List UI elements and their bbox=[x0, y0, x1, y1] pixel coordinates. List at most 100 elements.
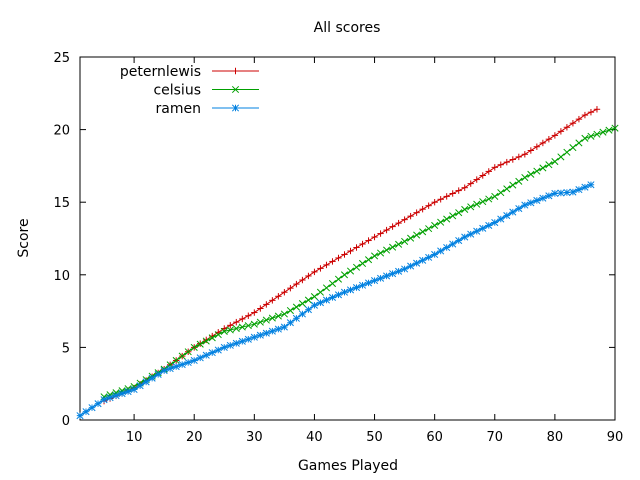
data-point bbox=[184, 348, 192, 356]
data-point bbox=[581, 183, 589, 191]
data-point bbox=[377, 230, 384, 237]
data-point bbox=[208, 334, 216, 342]
x-tick-label: 60 bbox=[426, 430, 443, 445]
data-point bbox=[569, 144, 577, 152]
data-point bbox=[431, 221, 439, 229]
data-point bbox=[353, 244, 360, 251]
data-point bbox=[352, 263, 361, 271]
data-point bbox=[455, 209, 463, 217]
x-tick-label: 80 bbox=[547, 430, 564, 445]
data-point bbox=[202, 351, 210, 359]
data-point bbox=[437, 218, 445, 226]
data-point bbox=[593, 130, 601, 138]
data-point bbox=[274, 312, 282, 320]
data-point bbox=[364, 256, 373, 264]
data-point bbox=[370, 277, 379, 285]
y-tick-label: 0 bbox=[62, 414, 70, 429]
data-point bbox=[220, 343, 228, 351]
data-point bbox=[539, 194, 547, 202]
data-point bbox=[94, 400, 102, 408]
y-tick-label: 5 bbox=[62, 341, 70, 356]
data-point bbox=[509, 181, 517, 189]
data-point bbox=[256, 331, 264, 339]
data-point bbox=[581, 134, 589, 142]
data-point bbox=[539, 139, 547, 147]
data-point bbox=[515, 177, 523, 185]
data-point bbox=[335, 254, 342, 262]
data-point bbox=[533, 196, 541, 205]
data-point bbox=[557, 128, 565, 135]
plot-frame bbox=[79, 56, 616, 421]
data-point bbox=[539, 164, 547, 172]
data-point bbox=[557, 189, 565, 197]
data-point bbox=[479, 224, 487, 232]
data-point bbox=[377, 249, 385, 257]
data-point bbox=[130, 385, 138, 394]
series-ramen bbox=[76, 181, 595, 420]
data-point bbox=[364, 279, 373, 287]
data-point bbox=[292, 314, 300, 322]
data-point bbox=[262, 329, 270, 337]
data-point bbox=[425, 202, 432, 209]
data-point bbox=[503, 158, 510, 166]
data-point bbox=[166, 365, 174, 373]
x-axis-label: Games Played bbox=[298, 458, 398, 474]
data-point bbox=[340, 271, 349, 279]
data-point bbox=[328, 279, 337, 288]
data-point bbox=[178, 352, 186, 360]
data-point bbox=[154, 370, 162, 378]
data-point bbox=[491, 192, 499, 200]
data-point bbox=[118, 390, 126, 398]
data-point bbox=[82, 408, 90, 416]
data-point bbox=[226, 341, 234, 349]
data-point bbox=[346, 267, 355, 275]
data-point bbox=[395, 240, 403, 248]
data-point bbox=[509, 208, 517, 216]
data-point bbox=[503, 212, 511, 220]
data-point bbox=[527, 199, 535, 207]
data-point bbox=[485, 221, 493, 229]
data-point bbox=[142, 378, 150, 386]
data-point bbox=[286, 319, 294, 327]
y-tick-label: 20 bbox=[53, 124, 70, 139]
data-point bbox=[425, 225, 433, 233]
data-point bbox=[268, 314, 276, 322]
data-point bbox=[334, 275, 343, 283]
data-point bbox=[563, 188, 571, 197]
data-point bbox=[305, 272, 312, 280]
data-point bbox=[533, 143, 541, 150]
data-point bbox=[485, 168, 492, 175]
data-point bbox=[196, 340, 204, 348]
data-point bbox=[449, 240, 457, 248]
data-point bbox=[287, 284, 294, 292]
data-point bbox=[238, 323, 246, 331]
data-point bbox=[221, 325, 228, 332]
data-point bbox=[280, 323, 288, 331]
data-point bbox=[491, 218, 499, 227]
data-point bbox=[467, 203, 475, 211]
data-point bbox=[575, 115, 583, 123]
chart-title: All scores bbox=[314, 20, 381, 36]
data-point bbox=[383, 272, 391, 280]
data-point bbox=[563, 124, 571, 131]
data-point bbox=[401, 265, 409, 273]
data-point bbox=[545, 135, 553, 143]
data-point bbox=[304, 306, 312, 314]
data-point bbox=[413, 231, 421, 239]
data-point bbox=[551, 157, 559, 166]
data-point bbox=[455, 187, 462, 194]
data-point bbox=[581, 111, 589, 119]
data-point bbox=[358, 281, 367, 289]
data-point bbox=[389, 270, 397, 278]
data-point bbox=[250, 333, 258, 341]
data-point bbox=[593, 106, 601, 113]
data-point bbox=[389, 223, 396, 230]
data-point bbox=[190, 343, 198, 351]
data-point bbox=[395, 219, 402, 227]
data-point bbox=[371, 233, 378, 241]
data-point bbox=[160, 367, 168, 375]
data-point bbox=[485, 195, 493, 203]
data-point bbox=[124, 387, 132, 396]
data-point bbox=[461, 205, 469, 214]
data-point bbox=[473, 200, 481, 208]
